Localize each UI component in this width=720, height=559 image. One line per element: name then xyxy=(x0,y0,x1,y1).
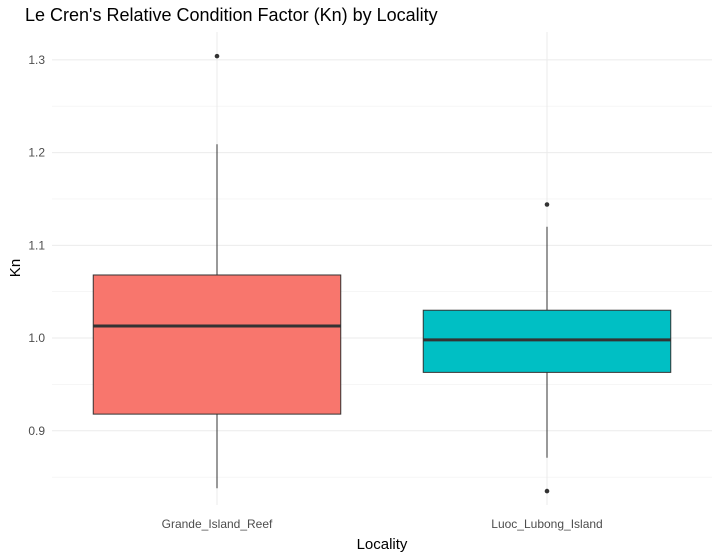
chart-title: Le Cren's Relative Condition Factor (Kn)… xyxy=(25,5,438,25)
outlier-point xyxy=(544,488,550,494)
outlier-point xyxy=(544,202,550,207)
grid-layer xyxy=(52,32,712,505)
y-tick-label: 1.3 xyxy=(28,53,45,67)
x-tick-label: Grande_Island_Reef xyxy=(162,517,273,531)
box-layer xyxy=(92,53,672,494)
y-tick-label: 1.0 xyxy=(28,331,45,345)
label-layer: 0.9 1.0 1.1 1.2 1.3 Grande_Island_Reef Luoc_Lu… xyxy=(28,53,602,531)
y-axis-title: Kn xyxy=(7,259,24,277)
y-tick-label: 0.9 xyxy=(28,424,45,438)
x-tick-label: Luoc_Lubong_Island xyxy=(491,517,602,531)
outlier-point xyxy=(214,53,220,59)
y-tick-label: 1.1 xyxy=(28,238,45,252)
box-iqr xyxy=(92,274,342,415)
y-tick-label: 1.2 xyxy=(28,146,45,160)
x-axis-title: Locality xyxy=(357,536,408,553)
